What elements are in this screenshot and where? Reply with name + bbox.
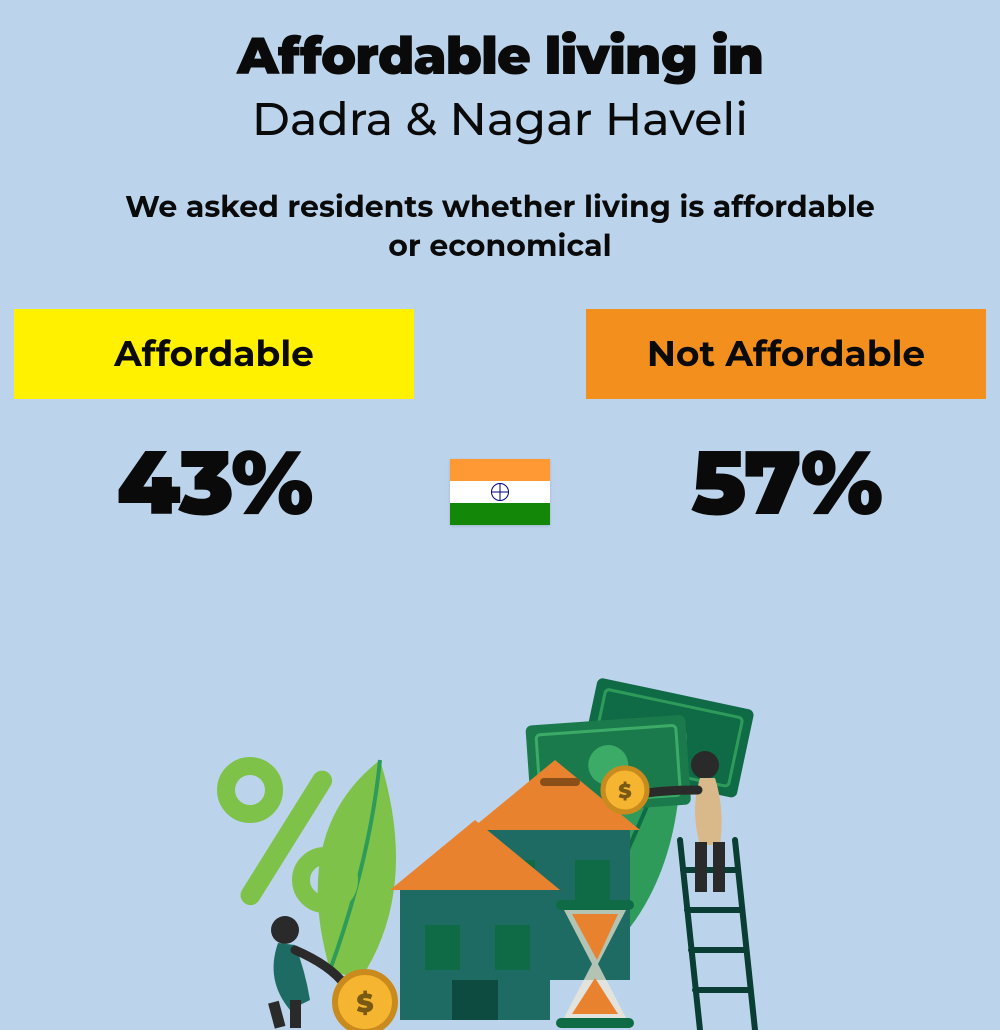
- not-affordable-card: Not Affordable 57%: [586, 309, 986, 537]
- not-affordable-value: 57%: [691, 427, 881, 537]
- title-line1: Affordable living in: [0, 25, 1000, 88]
- affordable-label: Affordable: [14, 309, 414, 399]
- comparison-row: Affordable 43% Not Affordable 57%: [0, 309, 1000, 537]
- svg-text:$: $: [356, 987, 373, 1019]
- flag-saffron-stripe: [450, 459, 550, 481]
- flag-white-stripe: [450, 481, 550, 503]
- svg-text:$: $: [618, 780, 631, 804]
- subtitle: We asked residents whether living is aff…: [110, 187, 890, 265]
- not-affordable-label: Not Affordable: [586, 309, 986, 399]
- savings-house-illustration: $ $: [180, 650, 820, 1030]
- title-line2: Dadra & Nagar Haveli: [0, 90, 1000, 147]
- affordable-card: Affordable 43%: [14, 309, 414, 537]
- india-flag-icon: [450, 459, 550, 525]
- flag-green-stripe: [450, 503, 550, 525]
- flag-chakra-icon: [491, 483, 509, 501]
- affordable-value: 43%: [117, 427, 312, 537]
